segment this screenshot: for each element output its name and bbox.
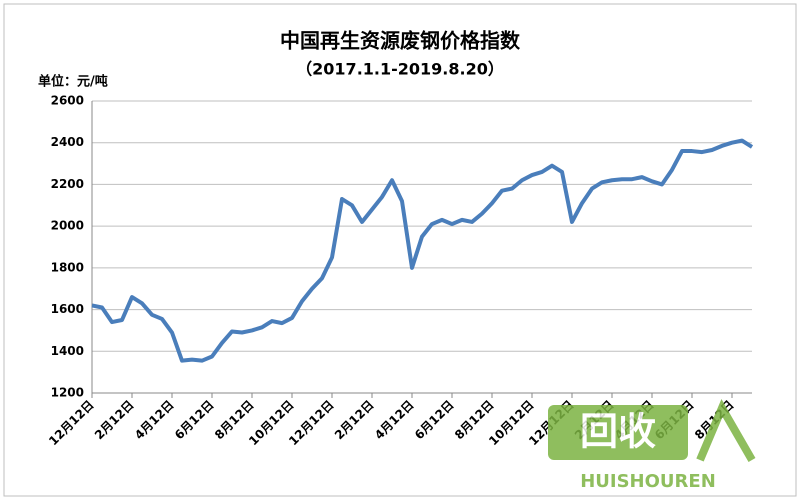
watermark-logo: 回收 — [580, 410, 656, 454]
watermark-logo-bg — [548, 405, 688, 460]
y-tick-label: 2000 — [51, 219, 84, 233]
y-axis-label: 单位：元/吨 — [38, 74, 108, 90]
y-tick-label: 2200 — [51, 177, 84, 191]
watermark-icon — [696, 399, 756, 462]
chart-title: 中国再生资源废钢价格指数 — [280, 29, 521, 53]
data-line — [91, 138, 754, 363]
y-tick-label: 2400 — [51, 135, 84, 149]
watermark-brand: HUISHOUREN — [580, 471, 716, 492]
chart-subtitle: （2017.1.1-2019.8.20） — [296, 60, 504, 79]
y-tick-label: 1800 — [51, 260, 84, 274]
y-tick-label: 2600 — [51, 94, 84, 108]
y-tick-label: 1400 — [51, 344, 84, 358]
watermark: 回收 HUISHOUREN — [548, 399, 756, 492]
y-tick-label: 1200 — [51, 386, 84, 400]
y-tick-label: 1600 — [51, 302, 84, 316]
